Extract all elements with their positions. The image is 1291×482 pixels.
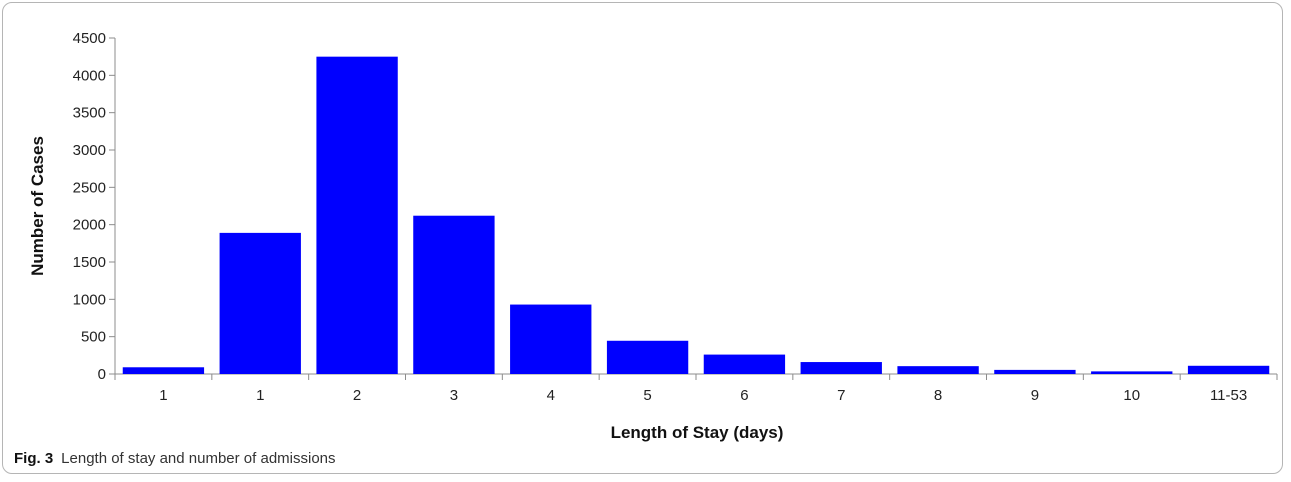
y-tick-label: 4000 xyxy=(73,67,106,84)
bar xyxy=(316,56,398,375)
y-tick-label: 500 xyxy=(81,329,106,346)
x-tick-label: 6 xyxy=(740,387,748,404)
y-axis: 0 500 1000 1500 2000 2500 3000 3500 4000 4500 xyxy=(73,30,116,383)
x-tick-label: 1 xyxy=(159,387,167,404)
y-tick-label: 3000 xyxy=(73,142,106,159)
y-tick-label: 1000 xyxy=(73,291,106,308)
bar xyxy=(1187,365,1270,374)
bar xyxy=(1091,371,1173,374)
x-tick-label: 11-53 xyxy=(1210,387,1247,404)
caption-text: Length of stay and number of admissions xyxy=(61,450,336,467)
y-tick-label: 4500 xyxy=(73,30,106,47)
bar xyxy=(413,215,495,374)
bar xyxy=(122,367,205,374)
bar-chart: 0 500 1000 1500 2000 2500 3000 3500 4000 4500 1 1 2… xyxy=(28,30,1278,442)
y-tick-label: 2500 xyxy=(73,179,106,196)
x-tick-label: 4 xyxy=(547,387,555,404)
x-tick-label: 2 xyxy=(353,387,361,404)
x-tick-label: 5 xyxy=(643,387,651,404)
x-axis: 1 1 2 3 4 5 6 7 8 9 10 11-53 xyxy=(114,373,1278,404)
x-tick-label: 8 xyxy=(934,387,942,404)
bars xyxy=(122,56,1270,375)
bar xyxy=(219,232,301,374)
y-tick-label: 2000 xyxy=(73,217,106,234)
bar xyxy=(703,354,786,374)
figure-label: Fig. 3 xyxy=(14,450,54,467)
bar xyxy=(994,369,1076,374)
y-axis-title: Number of Cases xyxy=(28,136,47,276)
bar xyxy=(510,304,592,374)
x-tick-label: 7 xyxy=(837,387,845,404)
x-tick-label: 1 xyxy=(256,387,264,404)
x-tick-label: 3 xyxy=(450,387,458,404)
x-tick-label: 9 xyxy=(1031,387,1039,404)
y-tick-label: 3500 xyxy=(73,105,106,122)
bar xyxy=(800,362,882,374)
figure-frame xyxy=(2,2,1283,474)
y-tick-label: 0 xyxy=(98,366,106,383)
y-tick-label: 1500 xyxy=(73,254,106,271)
figure-caption: Fig. 3 Length of stay and number of admis… xyxy=(14,450,336,467)
x-axis-title: Length of Stay (days) xyxy=(611,423,784,442)
bar xyxy=(897,366,979,374)
bar xyxy=(606,340,689,374)
x-tick-label: 10 xyxy=(1123,387,1140,404)
